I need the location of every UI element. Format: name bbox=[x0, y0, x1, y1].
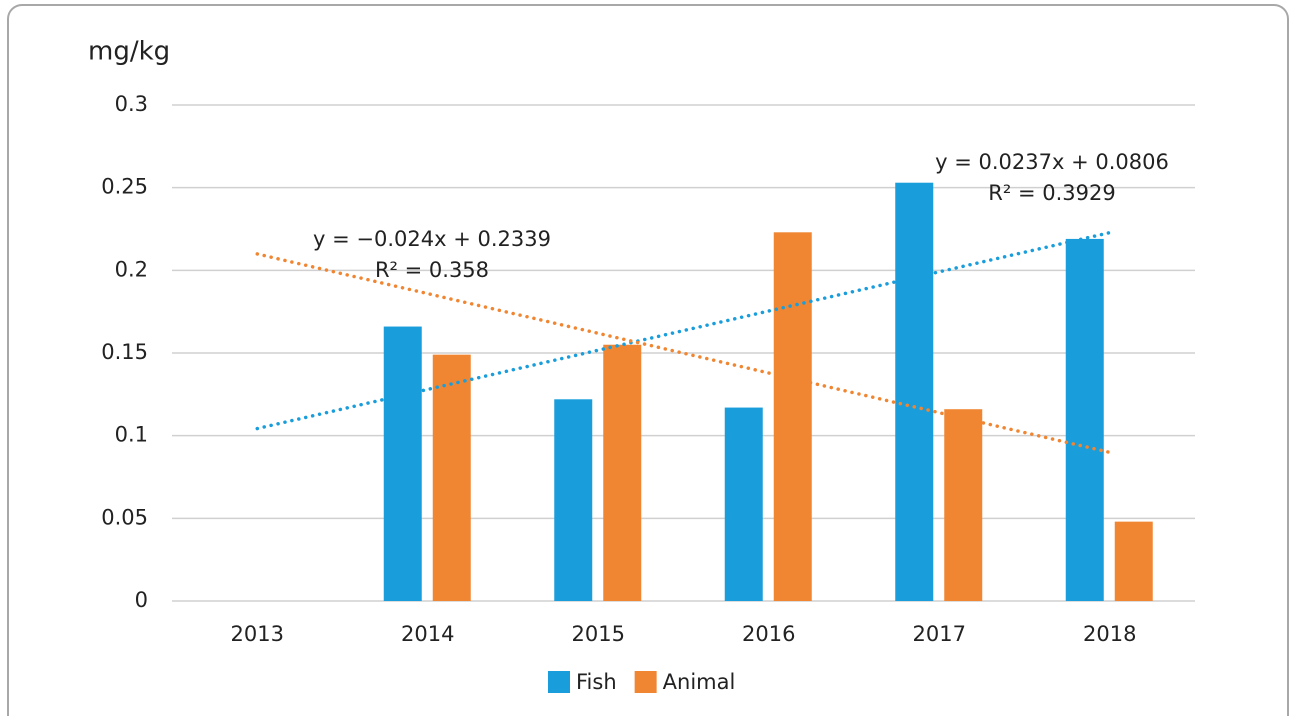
bar bbox=[432, 354, 471, 601]
x-tick-label: 2018 bbox=[1083, 622, 1136, 646]
y-tick-label: 0.1 bbox=[115, 423, 148, 447]
bar bbox=[603, 344, 642, 601]
bar bbox=[1065, 238, 1104, 602]
trendline-equation: y = 0.0237x + 0.0806 bbox=[935, 150, 1169, 174]
y-axis-title: mg/kg bbox=[88, 37, 170, 67]
bar bbox=[554, 399, 593, 601]
bar bbox=[944, 409, 983, 601]
bar bbox=[895, 182, 934, 601]
legend-label: Animal bbox=[663, 670, 736, 694]
bar bbox=[1114, 521, 1153, 601]
x-tick-label: 2017 bbox=[913, 622, 966, 646]
bar bbox=[383, 326, 422, 601]
legend-swatch bbox=[634, 671, 657, 693]
y-tick-label: 0.25 bbox=[101, 175, 148, 199]
x-tick-label: 2013 bbox=[231, 622, 284, 646]
legend-label: Fish bbox=[576, 670, 617, 694]
trendline-r2: R² = 0.358 bbox=[375, 258, 489, 282]
trendline-r2: R² = 0.3929 bbox=[988, 181, 1115, 205]
bar bbox=[724, 407, 763, 601]
bar bbox=[773, 232, 812, 601]
x-tick-label: 2014 bbox=[401, 622, 454, 646]
y-tick-label: 0.2 bbox=[115, 257, 148, 281]
x-tick-label: 2016 bbox=[742, 622, 795, 646]
x-tick-label: 2015 bbox=[572, 622, 625, 646]
y-tick-label: 0.05 bbox=[101, 505, 148, 529]
y-tick-label: 0.3 bbox=[115, 92, 148, 116]
legend-swatch bbox=[548, 671, 570, 693]
y-tick-label: 0 bbox=[135, 588, 148, 612]
y-tick-label: 0.15 bbox=[101, 340, 148, 364]
trendline-equation: y = −0.024x + 0.2339 bbox=[313, 227, 551, 251]
